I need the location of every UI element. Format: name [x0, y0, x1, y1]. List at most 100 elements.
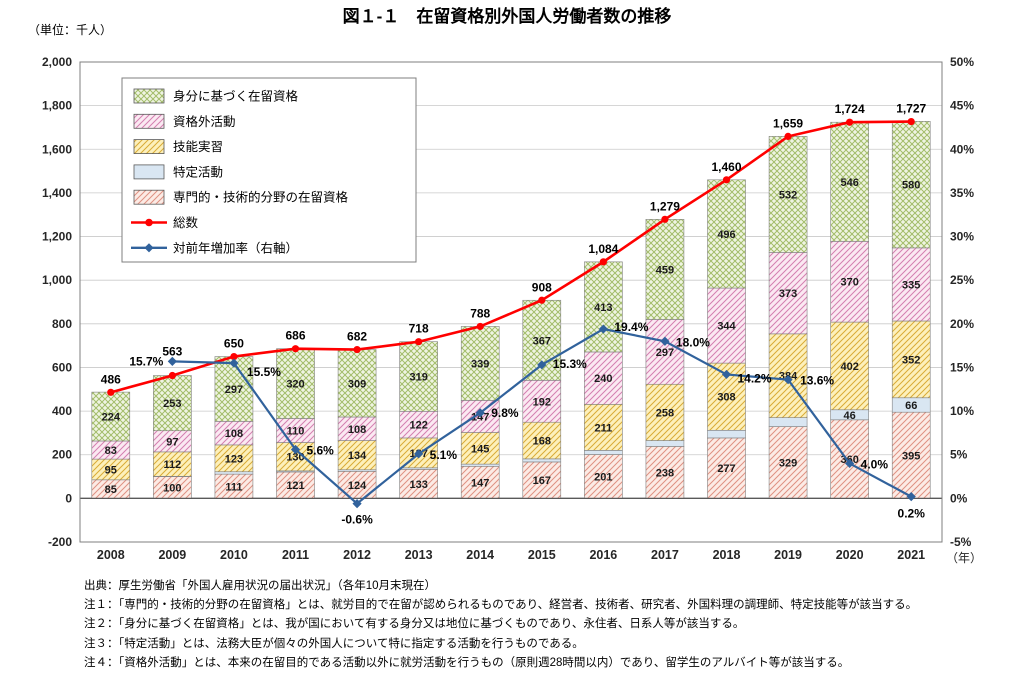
bar-value-label: 224	[102, 412, 121, 424]
bar-value-label: 258	[656, 407, 674, 419]
bar-2012: 124 134 108 309	[337, 349, 377, 499]
bar-value-label: 373	[779, 288, 797, 300]
y-axis-left-tick-label: 1,000	[42, 273, 72, 287]
bar-value-label: 83	[105, 445, 117, 457]
bar-value-label: 112	[163, 459, 181, 471]
bar-2020: 36046402370546	[830, 121, 869, 499]
bar-segment	[522, 380, 562, 423]
y-axis-left-tick-label: 1,600	[42, 142, 72, 156]
bar-value-label: 147	[471, 477, 489, 489]
bar-value-label: 344	[717, 321, 736, 333]
growth-marker	[721, 369, 732, 380]
growth-marker	[783, 375, 793, 385]
bar-segment	[460, 463, 500, 467]
bar-value-label: 402	[840, 361, 858, 373]
total-line	[110, 120, 912, 394]
legend: 身分に基づく在留資格資格外活動技能実習特定活動専門的・技術的分野の在留資格総数対…	[121, 77, 417, 263]
bar-value-label: 46	[844, 410, 856, 422]
y-axis-right-tick-label: 50%	[950, 55, 974, 69]
unit-label: （単位：千人）	[28, 23, 113, 37]
growth-marker	[229, 358, 239, 368]
growth-marker	[906, 492, 916, 502]
growth-marker	[414, 449, 424, 459]
bar-segment	[460, 326, 500, 401]
bar-value-label: 370	[840, 277, 858, 289]
bar-value-label: 145	[471, 443, 489, 455]
growth-marker	[352, 499, 362, 509]
total-marker	[784, 132, 792, 140]
legend-label: 対前年増加率（右軸）	[173, 240, 298, 255]
y-axis-left-tick-label: 1,800	[42, 99, 72, 113]
legend-label: 身分に基づく在留資格	[173, 89, 299, 104]
legend-swatch	[133, 113, 165, 129]
total-line-group: 486 563 650 686 682 718 788 908 1,084 1,279 1,460 1…	[101, 102, 927, 396]
bar-segment	[460, 465, 500, 499]
legend-item: 総数	[131, 215, 199, 230]
total-value-label: 686	[285, 329, 305, 343]
total-value-label: 1,460	[711, 160, 741, 174]
bar-segment	[768, 426, 808, 499]
bar-2019: 329384373532	[768, 136, 808, 499]
total-marker	[230, 352, 238, 361]
bars: 8595832241001129725311112310829712113011…	[91, 121, 931, 499]
growth-marker	[537, 360, 547, 370]
bar-segment	[337, 349, 377, 418]
bar-2014: 147145147339	[460, 326, 500, 499]
bar-segment	[891, 121, 931, 249]
legend-swatch	[133, 164, 165, 180]
bar-value-label: 124	[348, 480, 367, 492]
bar-2016: 201 211 240 413	[584, 261, 623, 499]
legend-swatch	[133, 189, 165, 205]
bar-value-label: 319	[409, 372, 427, 384]
y-axis-right-tick-label: 35%	[950, 186, 974, 200]
y-axis-left-tick-label: 200	[52, 448, 72, 462]
y-axis-right-tick-label: 30%	[950, 230, 974, 244]
bar-value-label: 95	[105, 464, 117, 476]
bar-value-label: 580	[902, 180, 920, 192]
legend-item: 特定活動	[133, 164, 223, 180]
y-axis-right-tick-label: 10%	[950, 404, 974, 418]
bar-value-label: 413	[594, 302, 612, 314]
legend-label: 特定活動	[173, 164, 223, 179]
bar-segment	[584, 450, 623, 455]
legend-item: 対前年増加率（右軸）	[131, 240, 298, 255]
bar-value-label: 97	[166, 436, 178, 448]
bar-segment	[460, 432, 500, 465]
x-axis-year-label: 2018	[713, 548, 741, 562]
growth-marker	[845, 458, 855, 469]
bar-value-label: 100	[163, 482, 181, 494]
bar-segment	[522, 421, 562, 460]
growth-value-label: 0.2%	[898, 507, 926, 521]
growth-marker	[475, 408, 485, 418]
bar-segment	[153, 451, 192, 477]
x-axis-year-label: 2015	[528, 548, 556, 562]
legend-marker	[145, 218, 153, 227]
growth-marker	[167, 356, 177, 366]
bar-value-label: 238	[656, 467, 674, 479]
growth-value-label: 15.3%	[553, 357, 587, 371]
y-axis-left-tick-label: 600	[52, 360, 72, 374]
y-axis-left-tick-label: 2,000	[42, 55, 72, 69]
bar-segment	[645, 446, 685, 499]
bar-segment	[214, 444, 254, 473]
total-value-label: 788	[470, 306, 490, 320]
total-value-label: 1,084	[588, 242, 618, 256]
bar-segment	[707, 179, 746, 289]
note-line: 注２：「身分に基づく在留資格」とは、我が国において有する身分又は地位に基づくもの…	[84, 618, 745, 631]
note-line: 注１：「専門的・技術的分野の在留資格」とは、就労目的で在留が認められるものであり…	[84, 599, 918, 612]
growth-value-label: 9.8%	[491, 406, 519, 420]
y-axis-right-tick-label: 40%	[950, 142, 974, 156]
bar-value-label: 168	[533, 436, 551, 448]
bar-value-label: 123	[225, 453, 243, 465]
bar-value-label: 192	[533, 396, 551, 408]
bar-value-label: 66	[905, 400, 917, 412]
bar-segment	[707, 287, 746, 364]
growth-value-label: 15.7%	[129, 354, 163, 368]
growth-value-label: 5.1%	[430, 448, 458, 462]
y-axis-right-tick-label: -5%	[950, 535, 972, 549]
x-axis-year-label: 2019	[774, 548, 802, 562]
bar-value-label: 167	[533, 475, 551, 487]
growth-line-group: 15.7% 15.5% 5.6% -0.6% 5.1% 9.8% 15.3% 19.4% 18.…	[129, 320, 925, 527]
bar-value-label: 335	[902, 279, 920, 291]
x-axis-year-label: 2017	[651, 548, 679, 562]
